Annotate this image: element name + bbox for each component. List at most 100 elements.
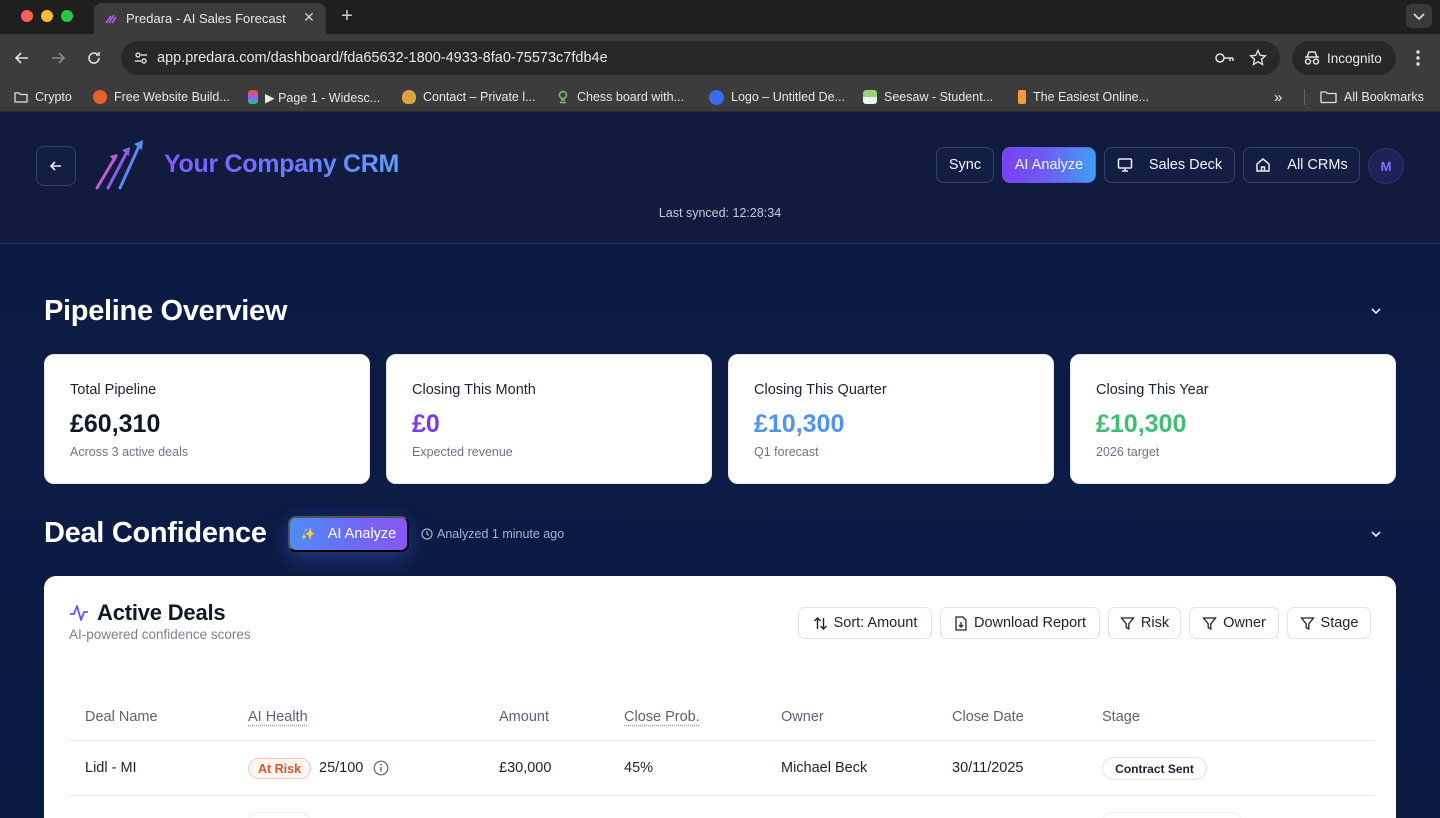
all-crms-button[interactable]: All CRMs <box>1243 147 1360 183</box>
url-text[interactable]: app.predara.com/dashboard/fda65632-1800-… <box>157 50 608 66</box>
home-icon <box>1255 157 1271 173</box>
figma-icon <box>248 90 258 104</box>
risk-filter-button[interactable]: Risk <box>1108 607 1181 639</box>
info-icon[interactable] <box>373 760 389 776</box>
forward-arrow-icon[interactable] <box>46 46 70 70</box>
download-report-button[interactable]: Download Report <box>940 607 1100 639</box>
risk-filter-label: Risk <box>1140 615 1170 631</box>
download-label: Download Report <box>973 615 1087 631</box>
next-row-health-badge <box>248 812 310 818</box>
card-value: £10,300 <box>754 410 845 438</box>
column-ai-health[interactable]: AI Health <box>248 709 308 725</box>
card-value: £0 <box>412 410 440 438</box>
card-value: £60,310 <box>70 410 161 438</box>
bookmark-label: Free Website Build... <box>114 90 230 104</box>
active-deals-title: Active Deals <box>97 600 226 625</box>
bookmarks-overflow-button[interactable]: » <box>1274 88 1283 106</box>
stage-badge: Contract Sent <box>1102 757 1207 780</box>
column-close-date[interactable]: Close Date <box>952 709 1024 725</box>
incognito-indicator[interactable]: Incognito <box>1292 41 1396 75</box>
bookmark-free-website-builder[interactable]: Free Website Build... <box>93 88 230 106</box>
site-settings-icon[interactable] <box>129 46 153 70</box>
filter-icon <box>1299 616 1315 631</box>
sort-arrows-icon <box>813 616 828 631</box>
closing-this-quarter-card: Closing This Quarter £10,300 Q1 forecast <box>728 354 1054 484</box>
user-avatar[interactable]: M <box>1368 148 1404 184</box>
bookmark-crypto[interactable]: Crypto <box>14 88 72 106</box>
bookmark-easiest-online[interactable]: The Easiest Online... <box>1018 88 1149 106</box>
browser-menu-icon[interactable] <box>1408 46 1428 70</box>
sales-deck-label: Sales Deck <box>1148 157 1223 173</box>
new-tab-button[interactable]: + <box>341 5 353 27</box>
filter-icon <box>1120 616 1135 631</box>
bookmark-star-icon[interactable] <box>1248 48 1268 68</box>
sales-deck-button[interactable]: Sales Deck <box>1104 147 1235 183</box>
ai-analyze-button[interactable]: ✨ AI Analyze <box>288 516 409 552</box>
closing-this-year-card: Closing This Year £10,300 2026 target <box>1070 354 1396 484</box>
tab-close-icon[interactable]: ✕ <box>303 9 315 25</box>
sparkles-icon: ✨ <box>300 527 316 541</box>
bookmark-label: Crypto <box>35 90 72 104</box>
card-subtext: 2026 target <box>1096 445 1160 459</box>
browser-tab-active[interactable]: Predara - AI Sales Forecasting ✕ <box>94 3 326 34</box>
bookmark-label: ▶ Page 1 - Widesc... <box>265 90 381 105</box>
analyzed-text: Analyzed 1 minute ago <box>437 527 565 541</box>
row-divider <box>69 795 1374 796</box>
tab-title: Predara - AI Sales Forecasting <box>126 11 286 26</box>
canva-icon <box>709 89 724 105</box>
minimize-window-button[interactable] <box>41 10 53 22</box>
bookmark-label: Chess board with... <box>577 90 684 104</box>
bookmark-seesaw[interactable]: Seesaw - Student... <box>863 88 993 106</box>
close-window-button[interactable] <box>21 10 33 22</box>
chevron-down-icon <box>1371 308 1381 315</box>
bookmark-chess-board[interactable]: Chess board with... <box>556 88 684 106</box>
analyzed-timestamp: Analyzed 1 minute ago <box>421 527 564 541</box>
bookmark-logo-design[interactable]: Logo – Untitled De... <box>709 88 845 106</box>
bookmark-label: Contact – Private l... <box>423 90 536 104</box>
all-bookmarks-button[interactable]: All Bookmarks <box>1320 88 1424 106</box>
incognito-icon <box>1304 51 1320 65</box>
collapse-pipeline-button[interactable] <box>1366 301 1386 321</box>
at-risk-badge: At Risk <box>248 758 311 779</box>
all-crms-label: All CRMs <box>1287 157 1348 173</box>
amount-cell: £30,000 <box>499 760 552 776</box>
column-deal-name[interactable]: Deal Name <box>85 709 158 725</box>
maximize-window-button[interactable] <box>61 10 73 22</box>
column-close-prob[interactable]: Close Prob. <box>624 709 700 725</box>
reload-icon[interactable] <box>82 46 106 70</box>
deal-name-cell[interactable]: Lidl - MI <box>85 760 137 776</box>
back-arrow-icon[interactable] <box>10 46 34 70</box>
card-label: Closing This Month <box>412 382 536 398</box>
chess-icon <box>558 90 568 104</box>
back-button[interactable] <box>36 146 76 186</box>
owner-filter-button[interactable]: Owner <box>1189 607 1279 639</box>
filter-icon <box>1202 616 1218 631</box>
arrow-left-icon <box>49 161 61 171</box>
card-label: Closing This Quarter <box>754 382 887 398</box>
column-amount[interactable]: Amount <box>499 709 549 725</box>
column-stage[interactable]: Stage <box>1102 709 1140 725</box>
card-value: £10,300 <box>1096 410 1187 438</box>
password-key-icon[interactable] <box>1215 48 1235 68</box>
collapse-confidence-button[interactable] <box>1366 524 1386 544</box>
active-deals-subtitle: AI-powered confidence scores <box>69 627 251 642</box>
owner-cell: Michael Beck <box>781 760 868 776</box>
chevron-down-icon <box>1413 13 1425 21</box>
ai-analyze-header-button[interactable]: AI Analyze <box>1002 147 1096 183</box>
deal-confidence-title: Deal Confidence <box>44 517 267 549</box>
flame-icon <box>402 90 416 104</box>
bookmarks-divider <box>1304 89 1305 105</box>
bookmarks-bar: Crypto Free Website Build... ▶ Page 1 - … <box>0 82 1440 112</box>
column-owner[interactable]: Owner <box>781 709 824 725</box>
site-icon <box>93 90 107 104</box>
sync-button[interactable]: Sync <box>936 147 994 183</box>
card-subtext: Expected revenue <box>412 445 513 459</box>
sort-amount-button[interactable]: Sort: Amount <box>798 607 932 639</box>
stage-filter-button[interactable]: Stage <box>1287 607 1371 639</box>
address-bar[interactable]: app.predara.com/dashboard/fda65632-1800-… <box>121 41 1280 75</box>
folder-icon <box>14 92 28 103</box>
bookmark-contact[interactable]: Contact – Private l... <box>402 88 536 106</box>
tab-search-button[interactable] <box>1406 4 1432 28</box>
next-row-stage-badge <box>1102 812 1242 818</box>
bookmark-figma-page[interactable]: ▶ Page 1 - Widesc... <box>248 88 380 106</box>
